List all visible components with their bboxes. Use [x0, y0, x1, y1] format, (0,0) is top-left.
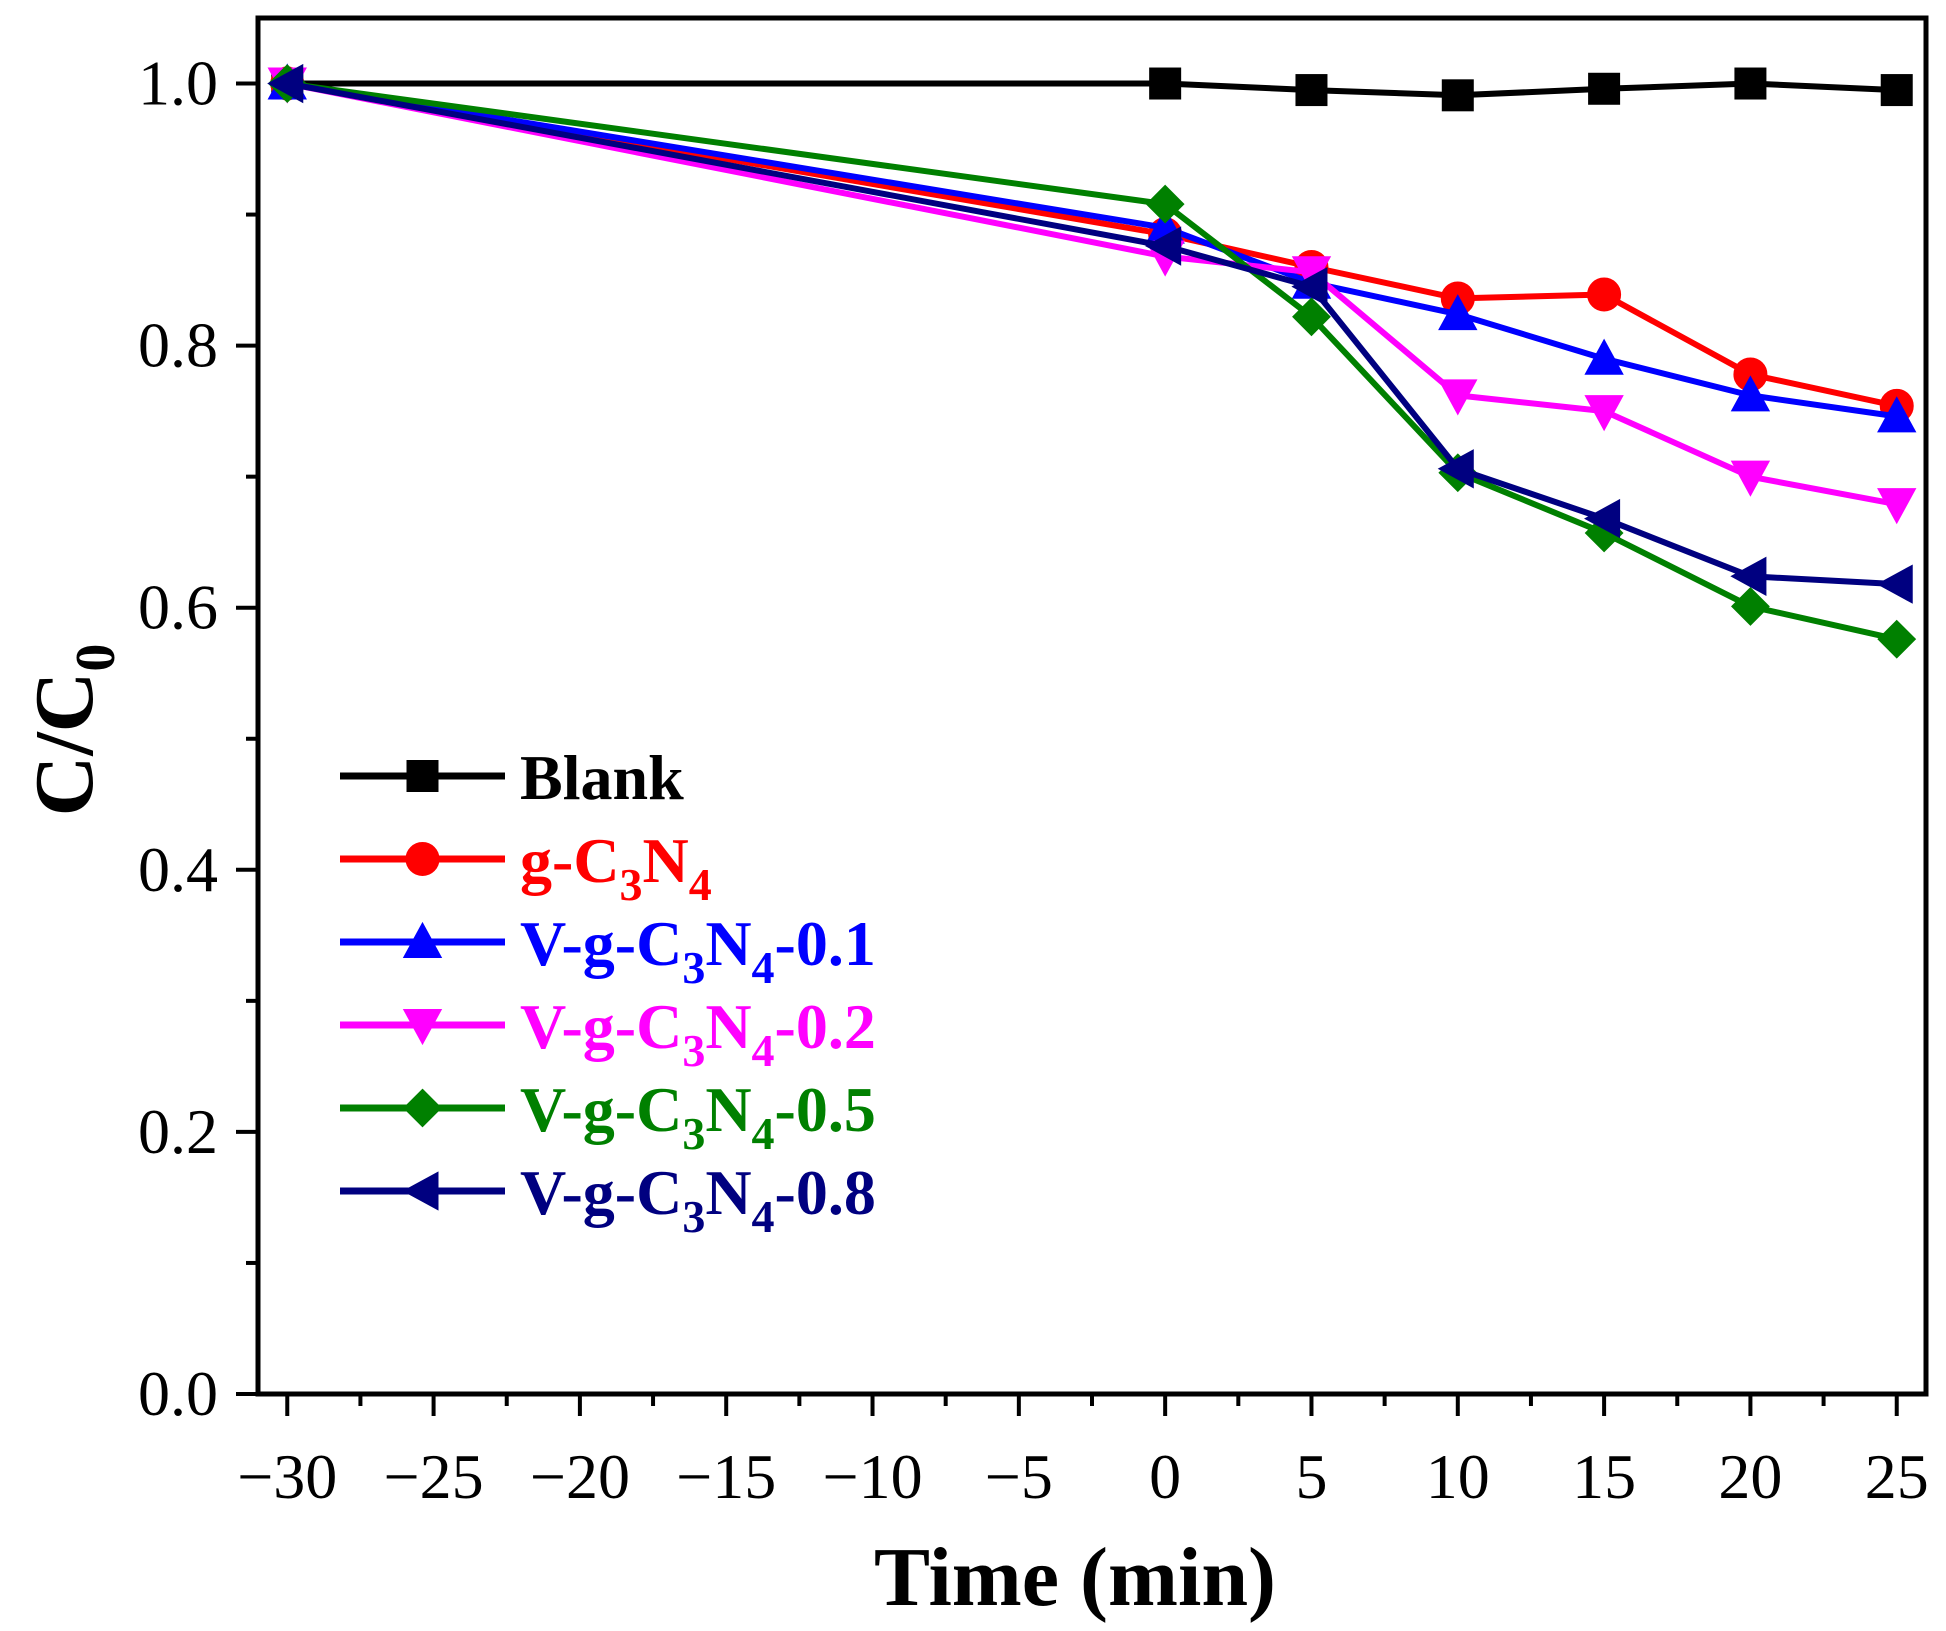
series-3	[267, 63, 1917, 433]
x-tick-label: 5	[1295, 1441, 1327, 1512]
data-point	[1145, 184, 1185, 224]
legend-marker	[403, 1088, 442, 1128]
legend-label: g-C3N4	[520, 825, 712, 910]
series-6	[267, 63, 1913, 604]
data-point	[1295, 74, 1328, 107]
data-point	[1876, 564, 1913, 604]
legend-marker	[406, 760, 439, 792]
y-tick-label: 0.0	[138, 1358, 218, 1429]
data-point	[1877, 396, 1917, 433]
legend-label: V-g-C3N4-0.5	[520, 1074, 876, 1159]
data-point	[1437, 449, 1474, 489]
legend-marker	[405, 842, 440, 876]
x-axis: −30 −25 −20 −15 −10 −5 0 5 10 15 20 25	[237, 1394, 1929, 1512]
data-point	[1730, 375, 1771, 412]
legend-entry: V-g-C3N4-0.5	[340, 1074, 876, 1159]
y-tick-label: 1.0	[138, 48, 218, 119]
x-tick-label: −20	[530, 1441, 630, 1512]
y-tick-label: 0.4	[138, 834, 218, 905]
x-tick-label: 20	[1718, 1441, 1782, 1512]
series-line	[287, 80, 1897, 99]
legend-label: V-g-C3N4-0.1	[520, 908, 876, 993]
legend-marker	[402, 1009, 443, 1046]
series-line	[286, 80, 1898, 643]
legend-marker	[402, 1171, 439, 1211]
x-tick-label: 10	[1426, 1441, 1490, 1512]
data-point	[267, 63, 304, 104]
y-tick-label: 0.2	[138, 1096, 218, 1167]
y-axis: 0.0 0.2 0.4 0.6 0.8 1.0	[138, 48, 258, 1429]
data-point	[1149, 67, 1182, 100]
y-axis-title: C/C0	[18, 644, 127, 817]
series-line	[286, 80, 1897, 588]
y-tick-label: 0.8	[138, 310, 218, 381]
data-point	[1877, 619, 1917, 659]
data-point	[1731, 586, 1770, 626]
data-point	[1438, 294, 1478, 331]
data-point	[1584, 498, 1621, 539]
data-point	[1877, 488, 1917, 525]
series-layer	[267, 63, 1917, 659]
x-tick-label: −5	[985, 1441, 1053, 1512]
data-point	[1438, 379, 1478, 416]
x-tick-label: −30	[237, 1441, 337, 1512]
data-point	[1292, 297, 1331, 337]
data-point	[1587, 277, 1622, 312]
x-tick-label: −15	[676, 1441, 776, 1512]
legend-label: V-g-C3N4-0.8	[520, 1157, 876, 1242]
data-point	[1880, 74, 1913, 107]
data-point	[1730, 556, 1767, 596]
data-point	[1734, 67, 1767, 100]
x-tick-label: −10	[822, 1441, 922, 1512]
x-axis-title: Time (min)	[874, 1531, 1276, 1624]
legend-entry: Blank	[340, 742, 684, 813]
data-point	[1584, 395, 1624, 432]
legend-entry: V-g-C3N4-0.2	[340, 991, 876, 1076]
y-tick-label: 0.6	[138, 572, 218, 643]
legend-entry: V-g-C3N4-0.8	[340, 1157, 876, 1242]
legend-entry: V-g-C3N4-0.1	[340, 908, 876, 993]
x-tick-label: 25	[1865, 1441, 1929, 1512]
legend-label: Blank	[520, 742, 684, 813]
legend-label: V-g-C3N4-0.2	[520, 991, 876, 1076]
x-tick-label: 15	[1572, 1441, 1636, 1512]
series-line	[286, 80, 1898, 508]
data-point	[1584, 338, 1624, 375]
series-5	[267, 64, 1917, 659]
data-point	[1730, 460, 1771, 497]
legend-marker	[402, 921, 443, 958]
x-tick-label: 0	[1149, 1441, 1181, 1512]
x-tick-label: −25	[384, 1441, 484, 1512]
data-point	[1145, 226, 1182, 266]
legend: Blankg-C3N4V-g-C3N4-0.1V-g-C3N4-0.2V-g-C…	[340, 742, 876, 1242]
series-1	[271, 67, 1913, 112]
data-point	[1291, 266, 1328, 307]
data-point	[1441, 79, 1474, 112]
series-4	[267, 67, 1917, 525]
data-point	[1588, 72, 1621, 105]
legend-entry: g-C3N4	[340, 825, 712, 910]
